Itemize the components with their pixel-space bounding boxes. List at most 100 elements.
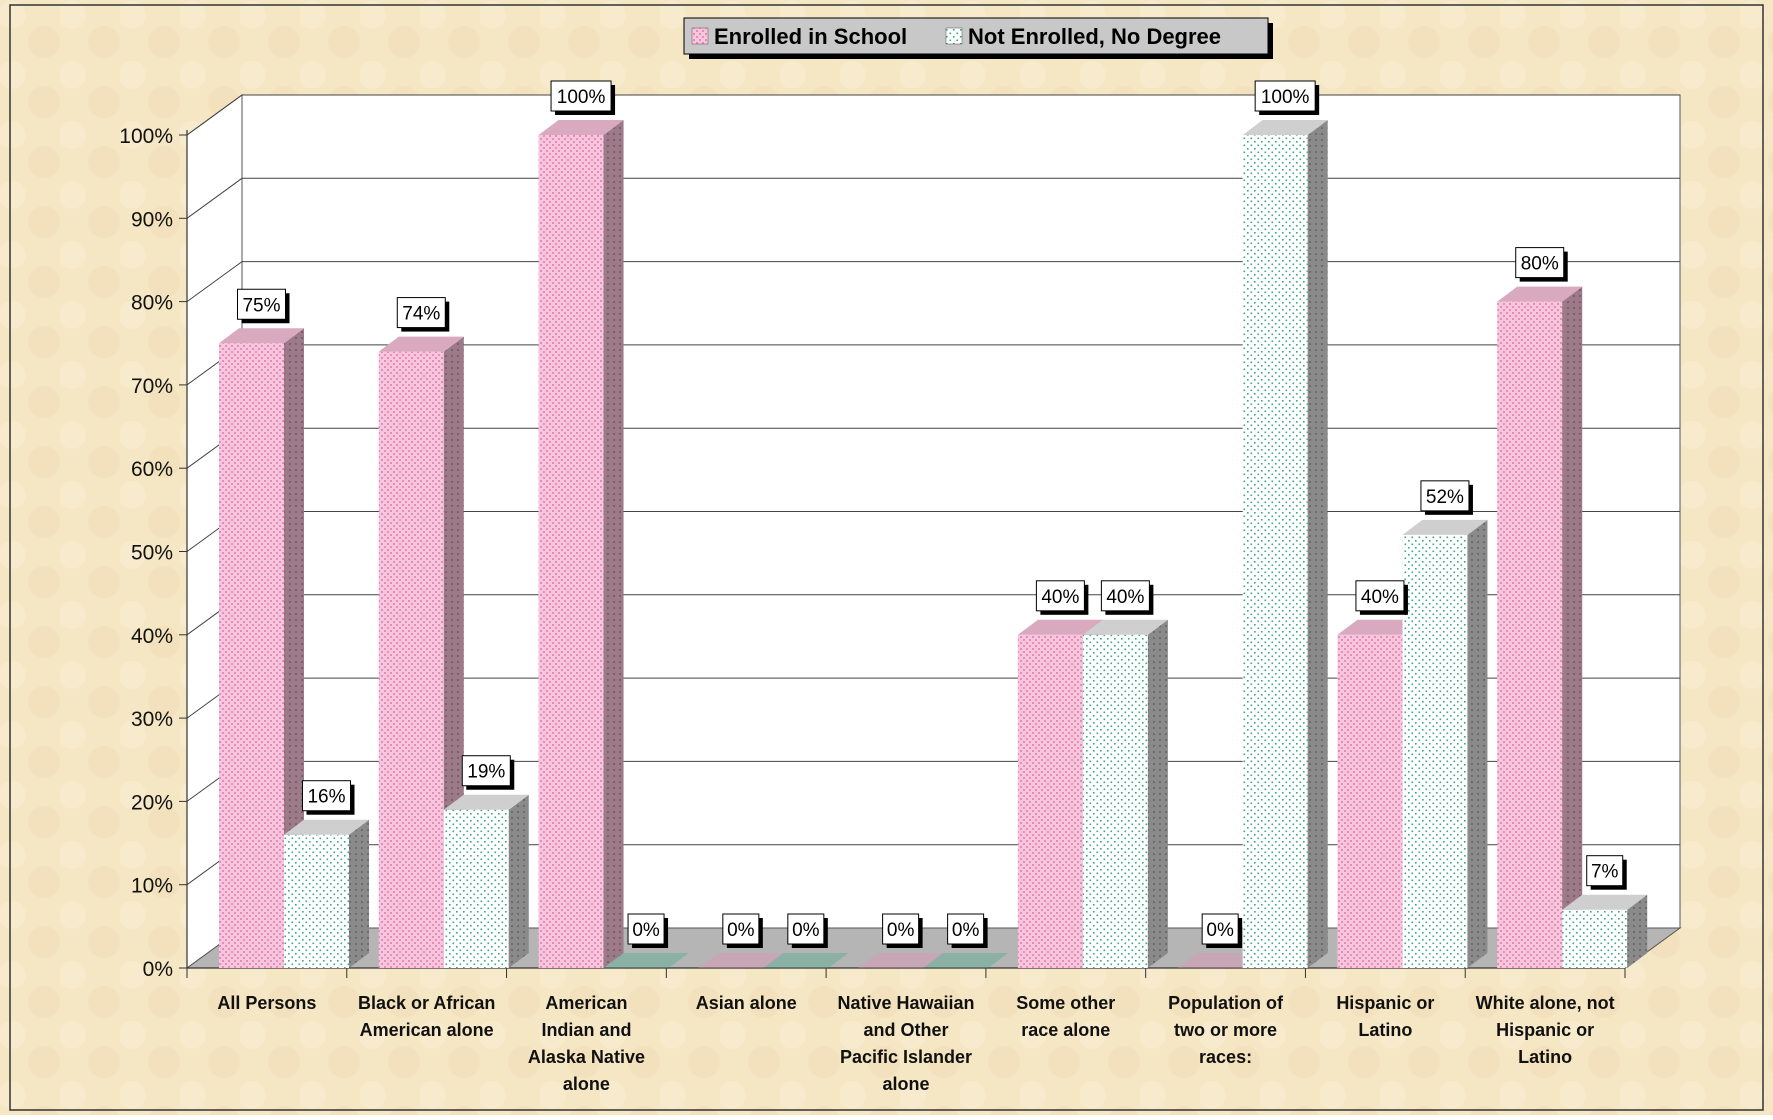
x-category-label: Hispanic or (1496, 1020, 1594, 1040)
x-category-label: alone (563, 1074, 610, 1094)
bar-front (1402, 534, 1468, 968)
bar-top (219, 328, 304, 344)
x-category-label: alone (882, 1074, 929, 1094)
data-label: 80% (1521, 254, 1559, 275)
x-category-label: race alone (1021, 1020, 1110, 1040)
x-category-label: Native Hawaiian (837, 993, 974, 1013)
bar-front (538, 135, 604, 968)
legend-swatch-enrolled (691, 27, 709, 45)
y-tick-label: 20% (131, 791, 173, 814)
data-label: 40% (1041, 587, 1079, 608)
data-label: 0% (887, 920, 915, 941)
data-label-box (1515, 247, 1565, 279)
bar-top (1402, 519, 1488, 535)
data-label-box (1586, 855, 1624, 887)
y-tick-label: 70% (131, 375, 173, 398)
y-axis-ticks: 0% 10% 20% 30% 40% 50% 60% 70% 80% 90% 100% (119, 125, 187, 981)
x-category-label: White alone, not (1476, 993, 1615, 1013)
bar-side (349, 819, 369, 968)
bar-front (1242, 135, 1308, 968)
y-tick-label: 40% (131, 625, 173, 648)
bar-top (1017, 619, 1103, 635)
x-category-label: Latino (1518, 1047, 1572, 1067)
data-label: 40% (1106, 587, 1144, 608)
bar-top (1497, 286, 1583, 302)
bar-zero (858, 953, 944, 968)
bar-side (1147, 619, 1168, 968)
x-category-label: two or more (1174, 1020, 1277, 1040)
data-label-box (1201, 913, 1239, 945)
bar-side (1627, 894, 1648, 968)
data-label-box (302, 780, 351, 812)
x-category-label: All Persons (217, 993, 316, 1013)
x-axis-category-labels: All Persons Black or African American alon… (217, 993, 1614, 1094)
bar-top (1242, 120, 1328, 135)
data-label: 7% (1591, 862, 1619, 883)
x-category-label: and Other (863, 1020, 948, 1040)
data-labels: 75% 74% 100% 0% 0% 40% 0% 40% 80% 16% 19% 0% 0% 0% 40%… (237, 80, 1627, 948)
x-category-label: Hispanic or (1336, 993, 1434, 1013)
bar-front (1562, 909, 1628, 968)
data-label-box (627, 913, 665, 945)
bar-top (284, 819, 369, 835)
bar-side (1467, 519, 1488, 968)
gridline (186, 261, 1680, 303)
bar-zero (603, 953, 689, 968)
data-label: 40% (1361, 587, 1399, 608)
x-category-label: Alaska Native (528, 1047, 645, 1067)
x-category-label: Pacific Islander (840, 1047, 972, 1067)
y-tick-label: 30% (131, 708, 173, 731)
bar-front (219, 343, 284, 968)
data-label-box (1035, 580, 1085, 612)
bar-side (284, 328, 304, 968)
y-tick-label: 80% (131, 292, 173, 315)
bar-front (378, 351, 444, 969)
chart-border (9, 4, 1764, 1111)
data-label-box (947, 913, 985, 945)
data-label-box (787, 913, 825, 945)
bar-side (508, 794, 529, 968)
bar-front (1017, 634, 1083, 968)
data-label-box (396, 297, 446, 329)
legend-label-not-enrolled: Not Enrolled, No Degree (968, 24, 1221, 49)
x-category-label: Asian alone (696, 993, 797, 1013)
legend: Enrolled in School Not Enrolled, No Degre… (683, 17, 1273, 59)
data-label-box (1420, 480, 1470, 512)
y-tick-label: 0% (143, 958, 173, 981)
data-label: 16% (307, 787, 345, 808)
bar-top (1337, 619, 1423, 635)
data-label: 0% (727, 920, 755, 941)
gridline (186, 177, 1680, 219)
y-tick-label: 10% (131, 875, 173, 898)
data-label: 19% (467, 762, 505, 783)
x-category-label: Indian and (541, 1020, 631, 1040)
bar-zero (698, 953, 784, 968)
data-label-box (1355, 580, 1405, 612)
data-label: 52% (1426, 487, 1464, 508)
bar-front (443, 809, 509, 968)
data-label: 0% (632, 920, 660, 941)
bar-side (1307, 120, 1328, 968)
y-tick-label: 90% (131, 208, 173, 231)
data-label: 100% (1261, 87, 1310, 108)
x-category-label: American alone (360, 1020, 494, 1040)
legend-label-enrolled: Enrolled in School (714, 24, 907, 49)
y-tick-label: 50% (131, 542, 173, 565)
x-category-label: American (545, 993, 627, 1013)
legend-box (683, 17, 1269, 55)
bars (219, 120, 1648, 969)
data-label-box (882, 913, 920, 945)
bar-side (1562, 286, 1583, 969)
bar-top (378, 336, 464, 352)
bar-front (1082, 634, 1148, 968)
data-label: 100% (557, 87, 606, 108)
data-label: 75% (242, 295, 280, 316)
gridline (186, 94, 1680, 136)
bar-front (284, 834, 349, 968)
x-category-label: Population of (1168, 993, 1284, 1013)
data-label: 74% (402, 304, 440, 325)
data-label-box (1254, 80, 1316, 112)
data-label-box (1100, 580, 1150, 612)
data-label-box (237, 288, 286, 320)
